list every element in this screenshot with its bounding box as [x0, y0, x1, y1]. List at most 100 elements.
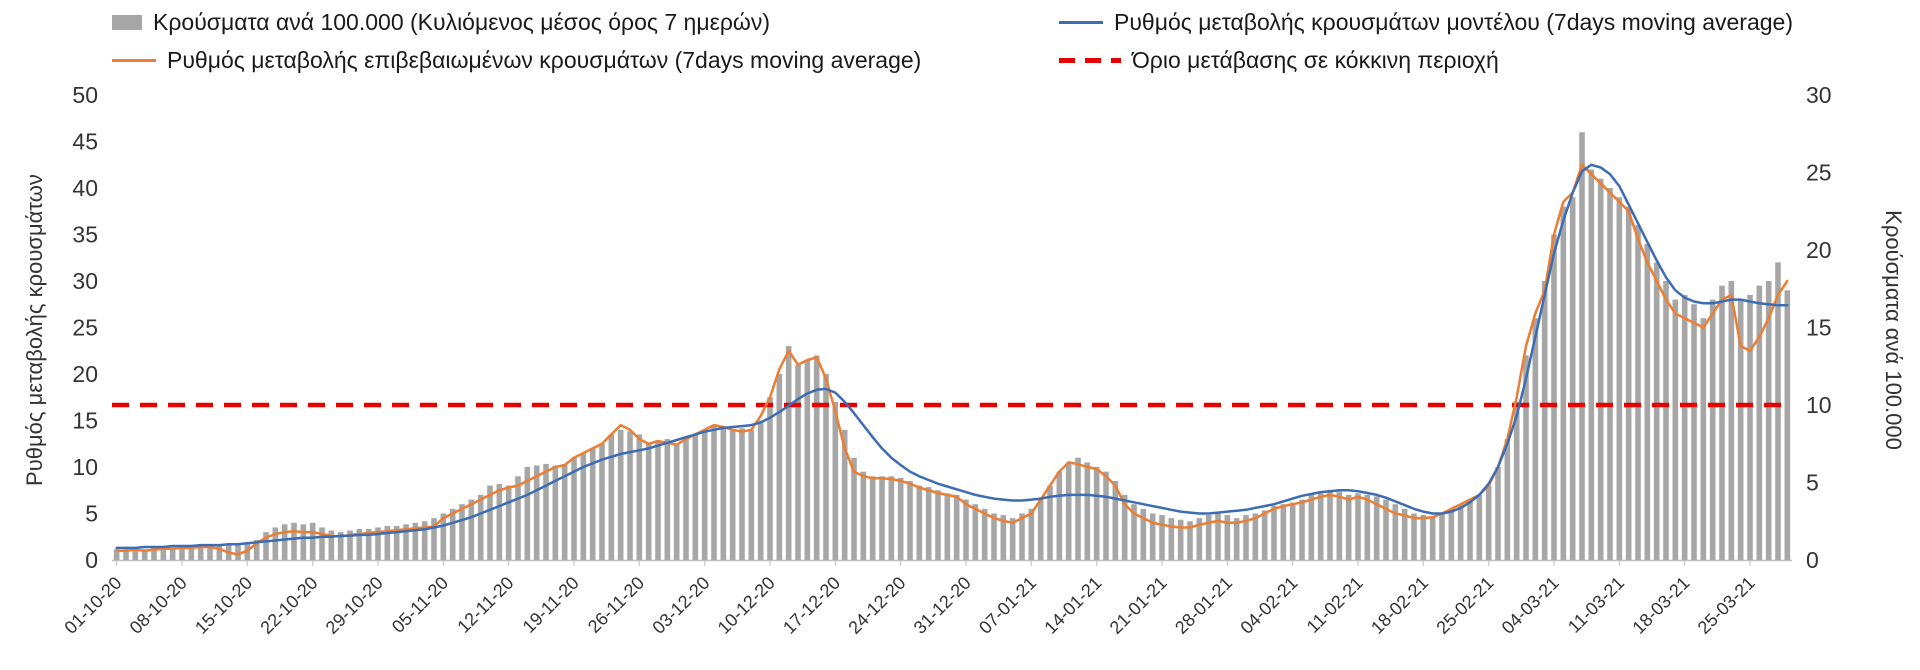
- model-rate-line: [115, 163, 1789, 550]
- x-tick-label: 18-02-21: [1367, 573, 1432, 638]
- bar: [1709, 299, 1716, 560]
- bar: [1196, 518, 1203, 560]
- bar: [1457, 504, 1464, 560]
- bar: [981, 508, 988, 560]
- bar: [1607, 188, 1613, 560]
- right-axis-title: Κρούσματα ανά 100.000: [1881, 210, 1906, 450]
- bar: [207, 544, 213, 560]
- bar: [123, 549, 129, 560]
- bar: [1467, 499, 1473, 560]
- left-axis-title: Ρυθμός μεταβολής κρουσμάτων: [22, 174, 47, 486]
- bar: [1187, 521, 1193, 560]
- bar: [1056, 471, 1063, 560]
- x-tick-label: 07-01-21: [975, 573, 1040, 638]
- bars-series: [113, 132, 1791, 561]
- bar: [879, 476, 885, 560]
- bar: [1373, 496, 1380, 560]
- bar: [748, 429, 755, 560]
- bar: [1345, 494, 1352, 560]
- bar: [216, 544, 223, 560]
- bar: [449, 508, 456, 560]
- x-tick-label: 17-12-20: [779, 573, 844, 638]
- x-tick-label: 11-03-21: [1564, 573, 1628, 637]
- bar: [757, 420, 764, 560]
- bar: [1364, 494, 1371, 560]
- bar: [991, 513, 997, 560]
- bar: [1775, 262, 1781, 560]
- bar: [505, 485, 512, 560]
- bar: [823, 374, 829, 560]
- bar: [1159, 515, 1165, 560]
- bar: [253, 539, 260, 560]
- bar: [916, 485, 923, 560]
- x-tick-label: 04-03-21: [1498, 573, 1563, 638]
- bar: [907, 480, 913, 560]
- bar: [1093, 467, 1100, 560]
- bar: [197, 544, 204, 560]
- x-tick-label: 03-12-20: [648, 573, 713, 638]
- bar: [1047, 485, 1053, 560]
- bar: [132, 547, 139, 560]
- legend-label-threshold: Όριο μετάβασης σε κόκκινη περιοχή: [1132, 47, 1499, 73]
- bar: [375, 527, 381, 560]
- bar: [1205, 515, 1212, 560]
- x-tick-label: 19-11-20: [519, 573, 583, 637]
- y-tick-right: 30: [1806, 82, 1832, 108]
- y-tick-left: 45: [72, 129, 98, 155]
- bar: [1121, 494, 1128, 560]
- bar: [403, 524, 409, 560]
- bar: [1588, 169, 1595, 560]
- confirmed-line-swatch-icon: [112, 59, 156, 62]
- bar: [869, 476, 876, 560]
- bar: [561, 463, 568, 560]
- x-tick-label: 10-12-20: [714, 573, 779, 638]
- bar: [739, 428, 745, 560]
- legend-label-bars: Κρούσματα ανά 100.000 (Κυλιόμενος μέσος …: [153, 9, 771, 35]
- bar: [1625, 206, 1632, 560]
- bar: [1756, 285, 1763, 560]
- bar: [1765, 281, 1772, 560]
- bar: [1560, 206, 1567, 560]
- bar: [1719, 285, 1725, 560]
- y-tick-left: 50: [72, 82, 98, 108]
- x-tick-label: 11-02-21: [1303, 573, 1367, 637]
- bar: [179, 546, 185, 560]
- bar: [1271, 505, 1277, 560]
- y-tick-right: 10: [1806, 392, 1832, 418]
- bar: [1700, 318, 1707, 560]
- confirmed-rate-line: [115, 163, 1789, 556]
- bar: [1177, 519, 1184, 560]
- bar: [925, 487, 932, 560]
- legend-item-model: Ρυθμός μεταβολής κρουσμάτων μοντέλου (7d…: [1059, 9, 1793, 36]
- bar: [1233, 518, 1240, 560]
- bar: [1476, 494, 1483, 560]
- bar: [300, 524, 307, 560]
- bar: [804, 360, 811, 560]
- bar: [533, 465, 540, 560]
- legend-label-model: Ρυθμός μεταβολής κρουσμάτων μοντέλου (7d…: [1114, 9, 1793, 35]
- bar: [1737, 299, 1744, 560]
- bar: [953, 494, 960, 560]
- bar: [459, 504, 465, 560]
- legend-item-threshold: Όριο μετάβασης σε κόκκινη περιοχή: [1059, 47, 1499, 74]
- bar: [1299, 499, 1305, 560]
- y-tick-right: 15: [1806, 315, 1832, 341]
- bar: [1541, 281, 1548, 560]
- bar: [1019, 513, 1025, 560]
- bar: [1672, 299, 1679, 560]
- bar: [1131, 504, 1137, 560]
- bar: [1308, 494, 1315, 560]
- bar: [1663, 281, 1669, 560]
- y-tick-left: 10: [72, 454, 98, 480]
- bar: [1084, 462, 1091, 560]
- bar: [421, 521, 428, 560]
- bar: [720, 426, 727, 560]
- legend-item-confirmed: Ρυθμός μεταβολής επιβεβαιωμένων κρουσμάτ…: [112, 47, 921, 74]
- bar: [1523, 355, 1529, 560]
- bar: [608, 434, 615, 560]
- bar: [664, 439, 671, 560]
- bar: [515, 476, 521, 560]
- bar: [692, 434, 699, 560]
- y-tick-right: 20: [1806, 237, 1832, 263]
- bar: [1252, 513, 1259, 560]
